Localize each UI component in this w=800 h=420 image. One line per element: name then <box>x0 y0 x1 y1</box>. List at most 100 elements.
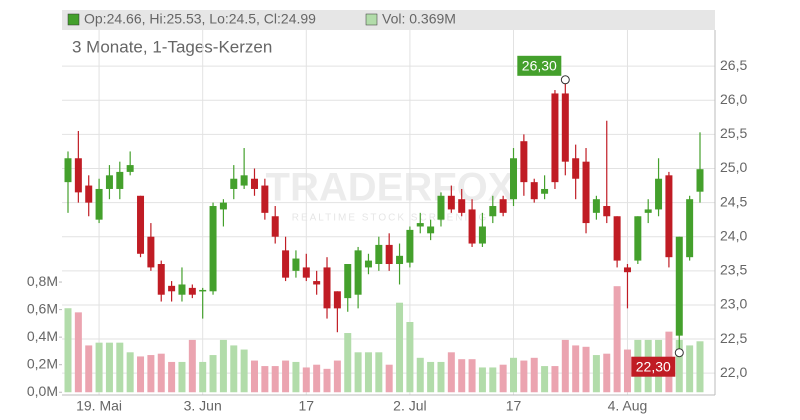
candle-body <box>95 188 103 220</box>
candle-body <box>530 182 538 200</box>
volume-bar <box>74 312 82 393</box>
candle-body <box>447 195 455 210</box>
candle-body <box>116 171 124 189</box>
volume-bar <box>582 346 590 393</box>
candle-body <box>137 195 145 254</box>
candle-body <box>437 195 445 220</box>
volume-bar <box>572 345 580 393</box>
volume-bar <box>292 361 300 393</box>
y-tick-label: 22,5 <box>720 330 747 346</box>
volume-bar <box>406 322 414 393</box>
legend-swatch <box>365 13 378 26</box>
volume-bar <box>396 302 404 393</box>
candle-body <box>126 165 134 172</box>
volume-bar <box>157 353 165 393</box>
candle-body <box>510 158 518 200</box>
volume-bar <box>354 352 362 393</box>
volume-bar <box>137 356 145 393</box>
candle-body <box>302 267 310 278</box>
volume-bar <box>219 339 227 393</box>
candle-body <box>292 258 300 271</box>
y2-tick-label: 0,0M <box>27 383 58 399</box>
legend-volume: Vol: 0.369M <box>382 11 456 27</box>
candle-body <box>333 291 341 309</box>
volume-bar <box>686 345 694 393</box>
volume-bar <box>561 339 569 393</box>
candle-body <box>323 267 331 309</box>
volume-bar <box>105 342 113 393</box>
candle-body <box>261 185 269 213</box>
y-tick-label: 26,0 <box>720 91 747 107</box>
candle-body <box>520 141 528 183</box>
y-tick-label: 24,5 <box>720 193 747 209</box>
volume-bar <box>364 352 372 393</box>
candle-body <box>686 199 694 258</box>
volume-bar <box>126 352 134 393</box>
plot: 22,0 22,5 23,0 23,5 24,0 24,5 25,0 25,5 26,0 26,5… <box>27 30 747 414</box>
candle-body <box>623 267 631 273</box>
candle-body <box>209 206 217 292</box>
candle-body <box>168 285 176 292</box>
volume-bar <box>168 361 176 393</box>
y2-tick-label: 0,8M <box>27 273 58 289</box>
candle-body <box>85 185 93 203</box>
volume-bar <box>302 367 310 393</box>
candle-body <box>499 199 507 213</box>
volume-bar <box>261 366 269 393</box>
candle-body <box>406 229 414 263</box>
volume-bar <box>385 364 393 393</box>
volume-bar <box>499 364 507 393</box>
volume-bar <box>95 342 103 393</box>
candle-body <box>385 244 393 265</box>
volume-bar <box>313 364 321 393</box>
volume-bar <box>209 355 217 393</box>
candle-body <box>74 158 82 193</box>
volume-bar <box>282 360 290 393</box>
volume-bar <box>271 366 279 393</box>
candle-body <box>655 178 663 210</box>
annotation-label: 22,30 <box>636 358 671 374</box>
candle-body <box>468 209 476 244</box>
legend-ohlc: Op:24.66, Hi:25.53, Lo:24.5, Cl:24.99 <box>84 11 316 27</box>
candle-body <box>592 199 600 213</box>
volume-bar <box>323 368 331 393</box>
volume-bar <box>188 339 196 393</box>
x-tick-label: 3. Jun <box>184 398 222 414</box>
volume-bar <box>613 286 621 393</box>
x-tick-label: 17 <box>506 398 522 414</box>
candle-body <box>541 188 549 194</box>
y-tick-label: 23,5 <box>720 262 747 278</box>
y-tick-label: 24,0 <box>720 227 747 243</box>
volume-bar <box>458 359 466 393</box>
x-tick-label: 2. Jul <box>393 398 426 414</box>
candle-body <box>240 175 248 186</box>
candle-body <box>551 93 559 183</box>
x-tick-label: 19. Mai <box>76 398 122 414</box>
volume-bar <box>250 360 258 393</box>
annotation-marker <box>560 75 570 85</box>
volume-bar <box>375 352 383 393</box>
candle-body <box>489 206 497 217</box>
annotation-marker <box>674 348 684 358</box>
candle-body <box>375 244 383 265</box>
y-tick-label: 26,5 <box>720 57 747 73</box>
x-tick-label: 4. Aug <box>608 398 648 414</box>
volume-bar <box>85 345 93 393</box>
candle-body <box>188 287 196 295</box>
candle-body <box>219 202 227 210</box>
candle-body <box>250 178 258 189</box>
candle-body <box>696 169 704 192</box>
candle-body <box>458 199 466 213</box>
candle-body <box>613 216 621 261</box>
volume-bar <box>333 360 341 393</box>
annotation-box <box>517 55 562 76</box>
volume-bar <box>675 339 683 393</box>
volume-bar <box>592 355 600 393</box>
y-tick-label: 23,0 <box>720 296 747 312</box>
y-tick-label: 25,5 <box>720 125 747 141</box>
candle-body <box>427 226 435 234</box>
candle-body <box>178 284 186 295</box>
candle-body <box>147 236 155 268</box>
y-tick-label: 25,0 <box>720 159 747 175</box>
candle-body <box>396 255 404 265</box>
